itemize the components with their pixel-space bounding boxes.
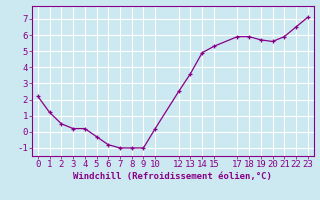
X-axis label: Windchill (Refroidissement éolien,°C): Windchill (Refroidissement éolien,°C): [73, 172, 272, 181]
